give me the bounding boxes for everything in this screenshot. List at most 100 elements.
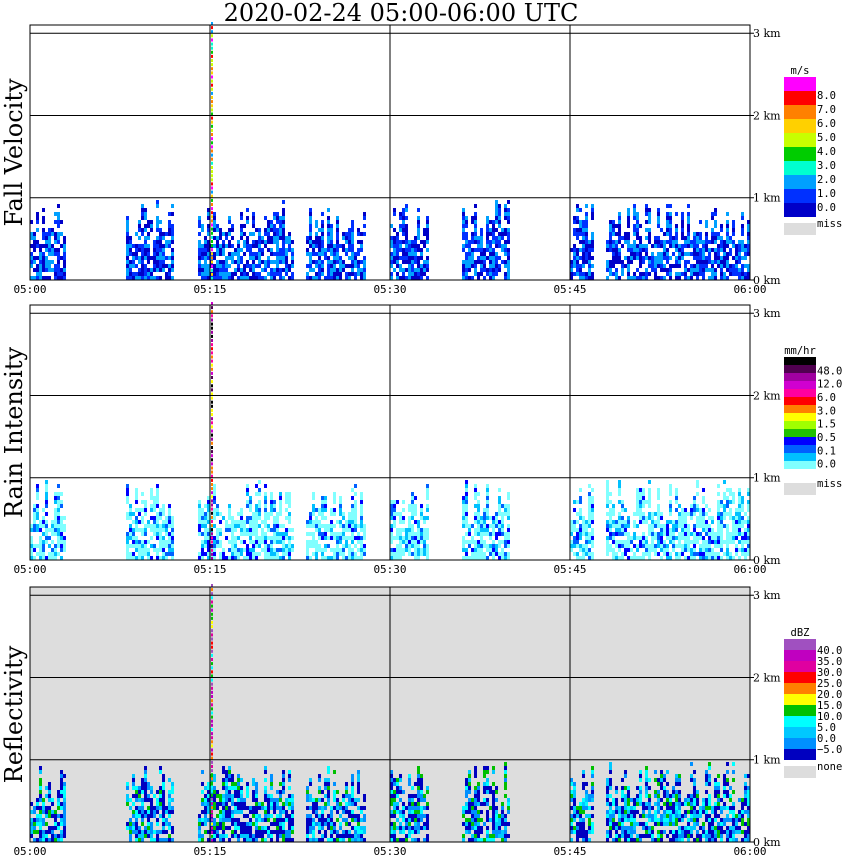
echo-cell (417, 264, 420, 268)
echo-cell (630, 260, 633, 264)
echo-cell (492, 520, 495, 524)
echo-cell (279, 260, 282, 264)
echo-cell (672, 528, 675, 532)
echo-cell (54, 838, 57, 842)
echo-cell (279, 798, 282, 802)
echo-cell (288, 496, 291, 500)
spike-cell (211, 557, 213, 560)
echo-cell (402, 500, 405, 504)
echo-cell (240, 778, 243, 782)
echo-cell (486, 236, 489, 240)
echo-cell (417, 540, 420, 544)
echo-cell (426, 838, 429, 842)
echo-cell (624, 544, 627, 548)
echo-cell (741, 272, 744, 276)
echo-cell (321, 224, 324, 228)
echo-cell (489, 244, 492, 248)
echo-cell (414, 810, 417, 814)
colorbar-level-label: 4.0 (817, 146, 836, 158)
echo-cell (666, 536, 669, 540)
echo-cell (735, 548, 738, 552)
echo-cell (30, 822, 33, 826)
echo-cell (576, 264, 579, 268)
echo-cell (267, 536, 270, 540)
echo-cell (348, 834, 351, 838)
echo-cell (126, 548, 129, 552)
colorbar-level-label: 6.0 (817, 392, 836, 404)
echo-cell (486, 220, 489, 224)
echo-cell (477, 248, 480, 252)
echo-cell (135, 806, 138, 810)
echo-cell (315, 276, 318, 280)
echo-cell (315, 552, 318, 556)
echo-cell (333, 276, 336, 280)
echo-cell (252, 224, 255, 228)
echo-cell (138, 552, 141, 556)
echo-cell (636, 496, 639, 500)
echo-cell (642, 532, 645, 536)
echo-cell (60, 516, 63, 520)
echo-cell (504, 818, 507, 822)
echo-cell (357, 778, 360, 782)
echo-cell (198, 520, 201, 524)
echo-cell (468, 240, 471, 244)
echo-cell (636, 500, 639, 504)
echo-cell (630, 252, 633, 256)
echo-cell (573, 260, 576, 264)
echo-cell (684, 252, 687, 256)
echo-cell (225, 806, 228, 810)
echo-cell (726, 256, 729, 260)
echo-cell (156, 822, 159, 826)
echo-cell (468, 770, 471, 774)
echo-cell (423, 516, 426, 520)
echo-cell (162, 544, 165, 548)
echo-cell (57, 826, 60, 830)
spike-cell (211, 376, 213, 379)
echo-cell (264, 268, 267, 272)
echo-cell (48, 830, 51, 834)
echo-cell (324, 786, 327, 790)
echo-cell (480, 272, 483, 276)
echo-cell (498, 528, 501, 532)
echo-cell (699, 532, 702, 536)
echo-cell (735, 244, 738, 248)
echo-cell (498, 512, 501, 516)
echo-cell (747, 500, 750, 504)
echo-cell (201, 540, 204, 544)
echo-cell (465, 244, 468, 248)
echo-cell (33, 240, 36, 244)
echo-cell (471, 216, 474, 220)
echo-cell (726, 232, 729, 236)
echo-cell (468, 806, 471, 810)
echo-cell (486, 834, 489, 838)
echo-cell (63, 240, 66, 244)
echo-cell (288, 552, 291, 556)
echo-cell (363, 264, 366, 268)
echo-cell (309, 240, 312, 244)
echo-cell (321, 512, 324, 516)
echo-cell (486, 232, 489, 236)
echo-cell (648, 256, 651, 260)
echo-cell (585, 224, 588, 228)
echo-cell (45, 794, 48, 798)
echo-cell (246, 208, 249, 212)
echo-cell (306, 798, 309, 802)
echo-cell (279, 228, 282, 232)
echo-cell (285, 548, 288, 552)
echo-cell (474, 544, 477, 548)
echo-cell (201, 248, 204, 252)
echo-cell (225, 536, 228, 540)
echo-cell (609, 272, 612, 276)
echo-cell (291, 838, 294, 842)
echo-cell (129, 532, 132, 536)
echo-cell (465, 224, 468, 228)
echo-cell (681, 220, 684, 224)
echo-cell (723, 264, 726, 268)
echo-cell (693, 232, 696, 236)
echo-cell (414, 256, 417, 260)
echo-cell (582, 524, 585, 528)
echo-cell (258, 240, 261, 244)
echo-cell (333, 524, 336, 528)
echo-cell (207, 802, 210, 806)
echo-cell (408, 520, 411, 524)
